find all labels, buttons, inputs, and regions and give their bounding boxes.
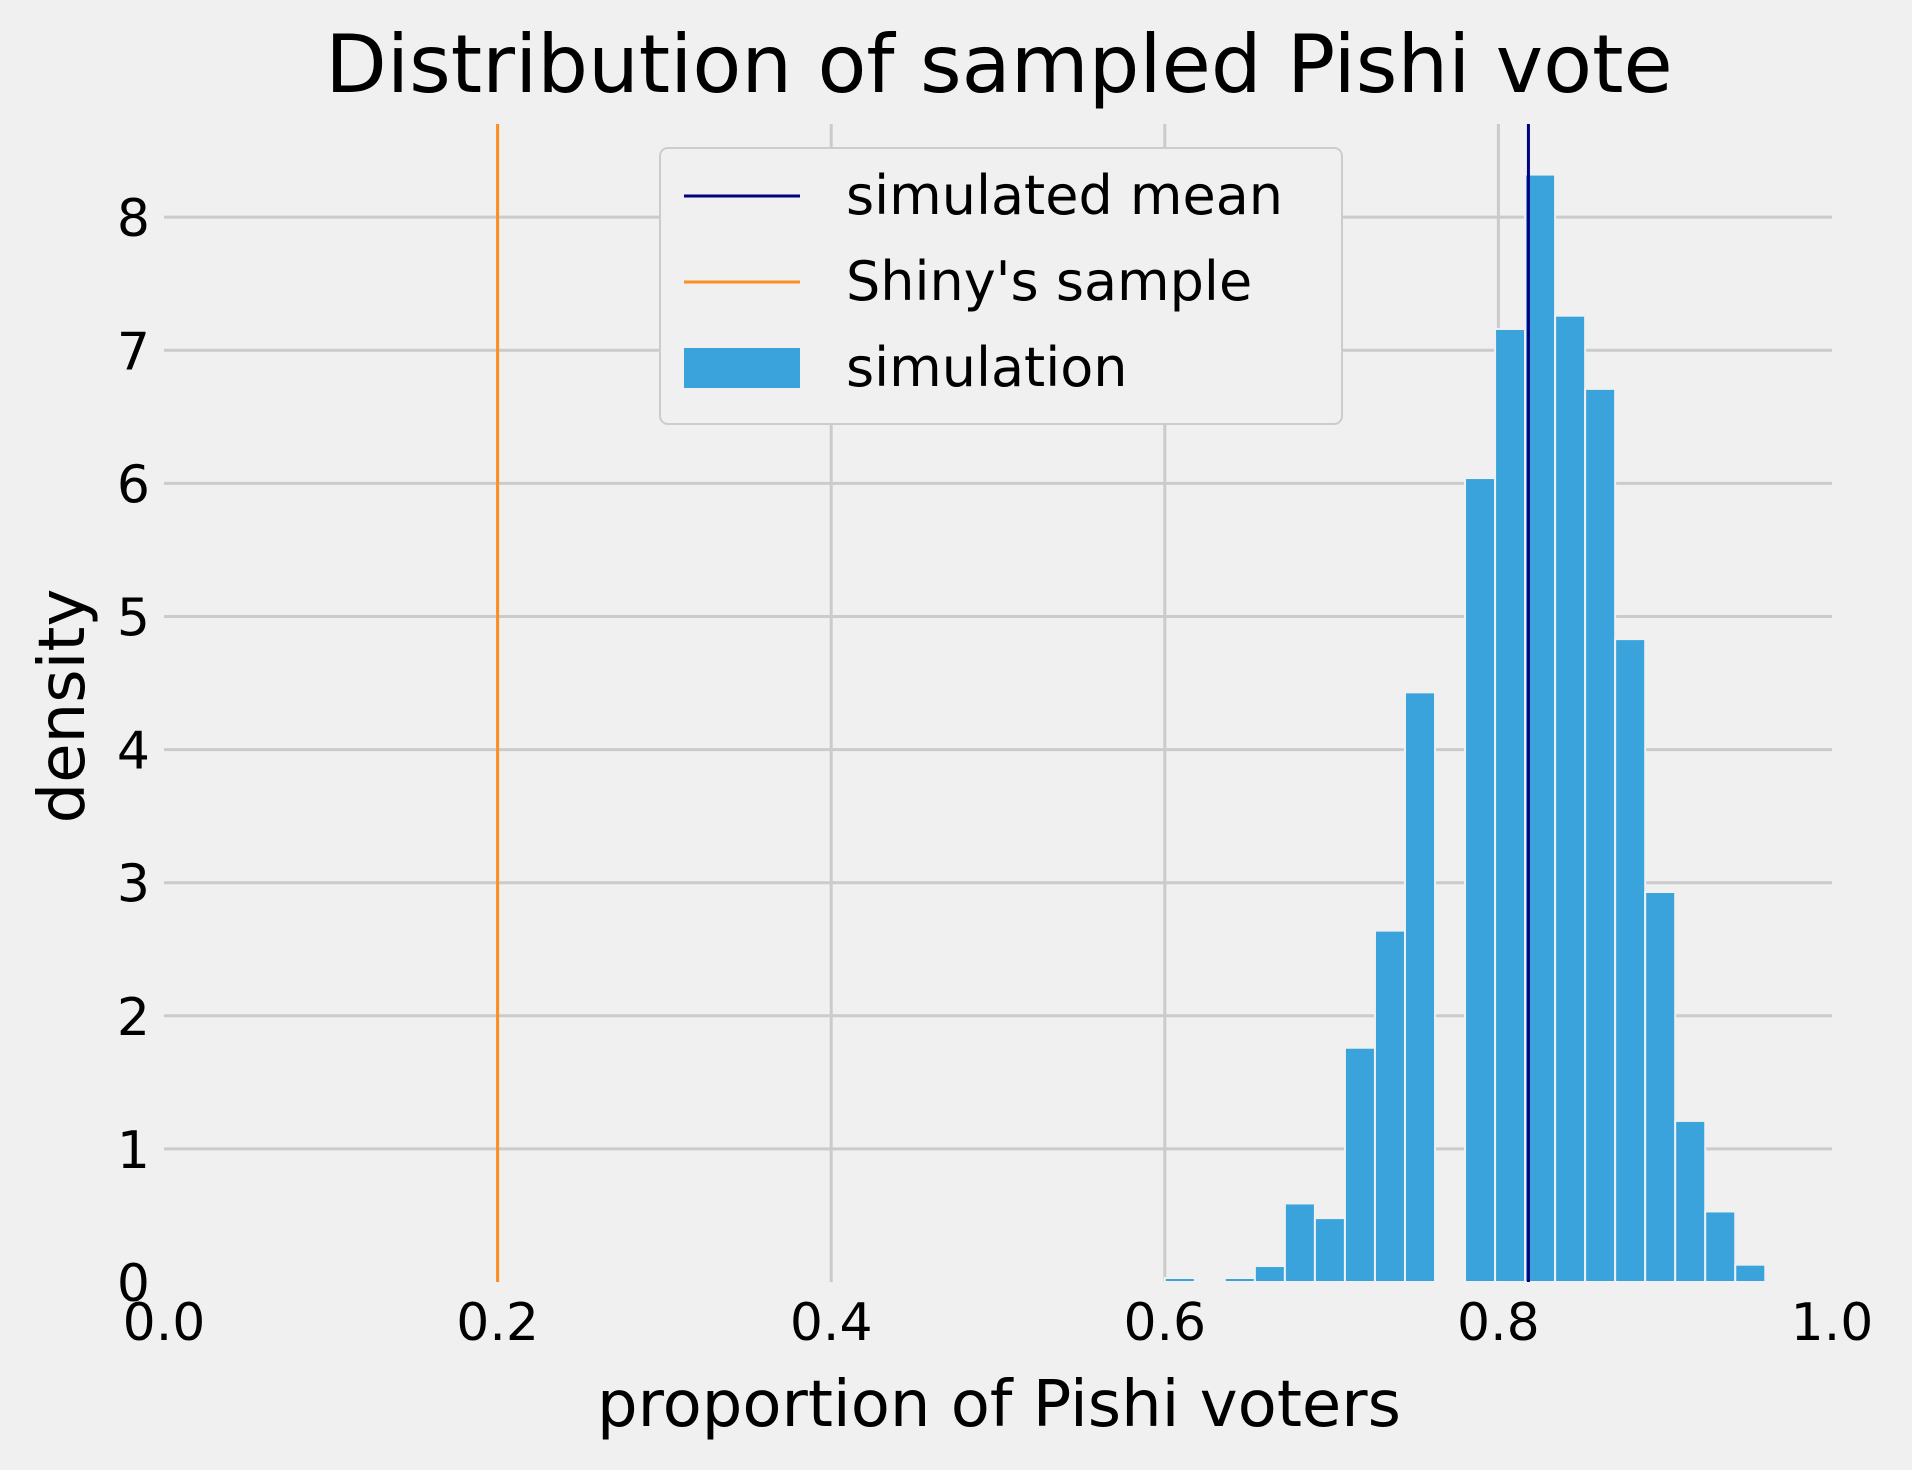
histogram-bar xyxy=(1253,1265,1286,1284)
y-tick-label: 5 xyxy=(117,588,150,648)
x-axis-label: proportion of Pishi voters xyxy=(597,1368,1401,1442)
histogram-bar xyxy=(1704,1210,1737,1284)
y-tick-label: 1 xyxy=(117,1121,150,1181)
y-axis-label: density xyxy=(26,589,100,824)
histogram-bar xyxy=(1734,1263,1767,1283)
legend-swatch xyxy=(684,348,800,388)
x-tick-label: 0.8 xyxy=(1457,1293,1540,1353)
histogram-bar xyxy=(1494,327,1527,1283)
y-tick-label: 6 xyxy=(117,455,150,515)
x-tick-label: 0.4 xyxy=(790,1293,873,1353)
y-tick-label: 4 xyxy=(117,722,150,782)
chart-title: Distribution of sampled Pishi vote xyxy=(325,18,1672,111)
legend-box xyxy=(659,147,1343,425)
histogram-bar xyxy=(1554,314,1587,1284)
x-tick-label: 0.2 xyxy=(456,1293,539,1353)
y-tick-label: 8 xyxy=(117,189,150,249)
legend-label: simulation xyxy=(846,336,1128,399)
tick-labels: 0.0 0.2 0.4 0.6 0.8 1.0 0 1 2 3 4 5 6 7 8 xyxy=(117,189,1873,1353)
legend-label: Shiny's sample xyxy=(846,250,1252,313)
y-tick-label: 2 xyxy=(117,988,150,1048)
histogram-bar xyxy=(1163,1277,1196,1283)
x-tick-label: 0.6 xyxy=(1123,1293,1206,1353)
histogram-bar xyxy=(1584,387,1617,1283)
histogram-bar xyxy=(1313,1217,1346,1284)
histogram-bar xyxy=(1614,638,1647,1283)
histogram-bars xyxy=(1163,173,1767,1284)
y-tick-label: 0 xyxy=(117,1254,150,1314)
y-tick-label: 3 xyxy=(117,855,150,915)
legend: simulated mean Shiny's sample simulation xyxy=(659,147,1343,425)
histogram-bar xyxy=(1343,1046,1376,1283)
x-tick-label: 0.0 xyxy=(123,1293,206,1353)
histogram-bar xyxy=(1373,929,1406,1283)
reference-lines xyxy=(496,124,1530,1282)
y-tick-label: 7 xyxy=(117,322,150,382)
histogram-bar xyxy=(1644,891,1677,1283)
legend-label: simulated mean xyxy=(846,164,1283,227)
histogram-bar xyxy=(1674,1119,1707,1283)
histogram-bar xyxy=(1464,477,1497,1283)
histogram-bar xyxy=(1403,691,1437,1283)
histogram-bar xyxy=(1524,173,1557,1283)
histogram-bar xyxy=(1223,1277,1256,1283)
histogram-bar xyxy=(1283,1202,1316,1284)
x-tick-label: 1.0 xyxy=(1791,1293,1874,1353)
